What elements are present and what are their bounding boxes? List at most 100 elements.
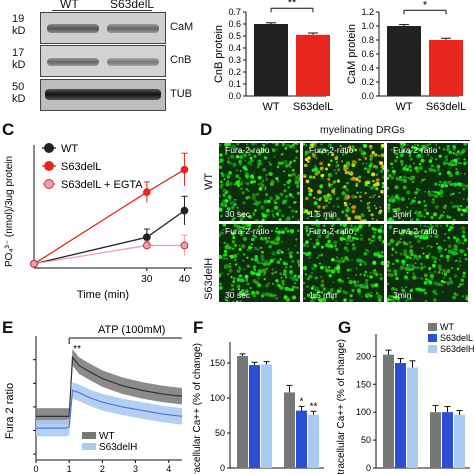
cell-dot: [254, 199, 257, 202]
cell-dot: [387, 273, 389, 276]
cell-dot: [421, 152, 423, 155]
cell-dot: [437, 249, 442, 254]
cell-dot: [358, 283, 364, 289]
cell-dot: [423, 265, 427, 269]
cell-dot: [387, 186, 389, 190]
data-point: [180, 241, 189, 250]
cell-dot: [277, 241, 280, 245]
cell-dot: [253, 202, 256, 205]
cell-dot: [291, 295, 297, 300]
cell-dot: [380, 254, 383, 258]
cell-dot: [230, 154, 235, 159]
cell-dot: [378, 239, 382, 242]
cell-dot: [289, 160, 293, 164]
cell-dot: [438, 216, 442, 220]
microscopy-tile: Fura-2-ratio 30 sec: [219, 224, 300, 302]
cell-dot: [233, 217, 236, 220]
cell-dot: [236, 269, 241, 273]
cell-dot: [452, 192, 455, 195]
cell-dot: [424, 170, 427, 173]
cell-dot: [387, 195, 389, 198]
cell-dot: [402, 179, 405, 182]
cell-dot: [307, 251, 311, 256]
cell-dot: [433, 298, 437, 302]
cell-dot: [375, 173, 379, 177]
cell-dot: [461, 242, 465, 245]
cell-dot: [309, 175, 313, 179]
cell-dot: [330, 195, 333, 198]
microscopy-image: [219, 143, 300, 221]
cell-dot: [328, 266, 331, 269]
cell-dot: [442, 291, 444, 293]
cell-dot: [337, 259, 342, 264]
cell-dot: [279, 272, 283, 276]
cell-dot: [239, 218, 243, 221]
legend-label: WT: [440, 322, 454, 332]
cell-dot: [332, 281, 335, 284]
y-tick-label: 50: [215, 428, 225, 438]
cell-dot: [428, 159, 433, 163]
cell-dot: [443, 276, 446, 279]
cell-dot: [450, 267, 454, 270]
cell-dot: [358, 224, 363, 229]
y-tick-label: 0.4: [228, 43, 241, 53]
cell-dot: [392, 232, 395, 235]
cell-dot: [232, 280, 236, 284]
cell-dot: [396, 240, 401, 245]
cell-dot: [254, 209, 257, 212]
cell-dot: [450, 201, 453, 204]
cell-dot: [366, 249, 370, 253]
cell-dot: [291, 215, 294, 218]
cell-dot: [219, 207, 221, 210]
cell-dot: [289, 270, 293, 274]
legend-marker: [44, 179, 54, 189]
cell-dot: [418, 287, 423, 292]
cell-dot: [317, 204, 321, 209]
cell-dot: [435, 293, 438, 296]
cell-dot: [405, 255, 410, 259]
cell-dot: [417, 144, 420, 147]
y-tick-label: 0.3: [228, 55, 241, 65]
x-tick-label: 2: [100, 464, 105, 474]
cell-dot: [387, 176, 390, 180]
cell-dot: [319, 196, 322, 200]
cell-dot: [395, 276, 399, 281]
bar: [237, 356, 248, 468]
microscopy-tile: Fura-2-ratio 1.5 min: [303, 224, 384, 302]
cell-dot: [420, 277, 423, 280]
cell-dot: [380, 166, 383, 169]
cell-dot: [461, 208, 463, 211]
cell-dot: [292, 285, 295, 289]
cell-dot: [369, 196, 371, 199]
cell-dot: [241, 225, 246, 230]
cell-dot: [455, 171, 460, 175]
cell-dot: [405, 176, 408, 179]
cell-dot: [264, 187, 267, 191]
cell-dot: [354, 195, 357, 199]
tile-timestamp: 3min: [393, 290, 412, 300]
cell-dot: [333, 187, 336, 190]
cell-dot: [343, 246, 348, 251]
panel-label-g: G: [338, 318, 352, 337]
significance-marker: **: [310, 401, 318, 412]
cell-dot: [331, 153, 335, 157]
cell-dot: [406, 264, 409, 267]
cell-dot: [364, 183, 368, 187]
cell-dot: [261, 148, 266, 152]
microscopy-image: [219, 224, 300, 302]
cell-dot: [343, 290, 347, 295]
series-line-0: [36, 355, 183, 417]
cell-dot: [398, 216, 401, 218]
cell-dot: [355, 274, 357, 276]
cell-dot: [394, 159, 398, 163]
cell-dot: [219, 158, 224, 163]
cell-dot: [463, 238, 468, 242]
cell-dot: [456, 150, 460, 154]
cell-dot: [230, 275, 233, 279]
cell-dot: [456, 204, 460, 208]
blot-label-tub: TUB: [170, 88, 192, 100]
cell-dot: [459, 205, 462, 208]
cell-dot: [341, 191, 346, 196]
cell-dot: [250, 290, 256, 296]
cell-dot: [224, 143, 229, 147]
